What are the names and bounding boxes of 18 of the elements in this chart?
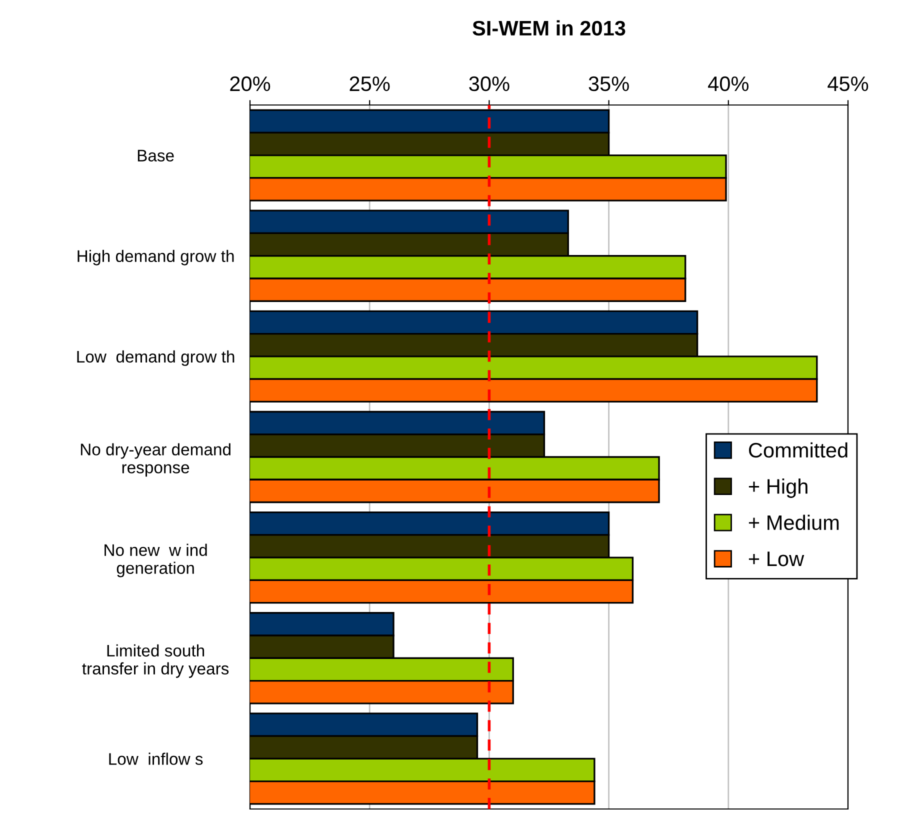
x-tick-label: 35% — [588, 76, 629, 92]
legend-label: + Medium — [748, 514, 839, 530]
legend-label: + Low — [748, 552, 804, 566]
x-tick-label: 40% — [708, 76, 749, 92]
y-tick-label: Low inflow s — [109, 752, 203, 765]
legend-label: + High — [748, 478, 808, 498]
y-tick-label: No dry-year demand response — [80, 443, 230, 477]
legend-label: Committed — [748, 442, 848, 458]
x-tick-label: 30% — [469, 76, 510, 92]
y-tick-label: Limited south transfer in dry years — [82, 644, 229, 678]
y-tick-label: Base — [138, 150, 174, 162]
x-tick-label: 45% — [828, 76, 868, 92]
y-tick-label: High demand grow th — [78, 250, 234, 266]
y-tick-label: Low demand grow th — [77, 350, 234, 366]
chart-title: SI-WEM in 2013 — [472, 20, 626, 36]
x-tick-label: 25% — [350, 76, 390, 92]
y-tick-label: No new w ind generation — [104, 544, 207, 578]
x-tick-label: 20% — [230, 76, 270, 92]
